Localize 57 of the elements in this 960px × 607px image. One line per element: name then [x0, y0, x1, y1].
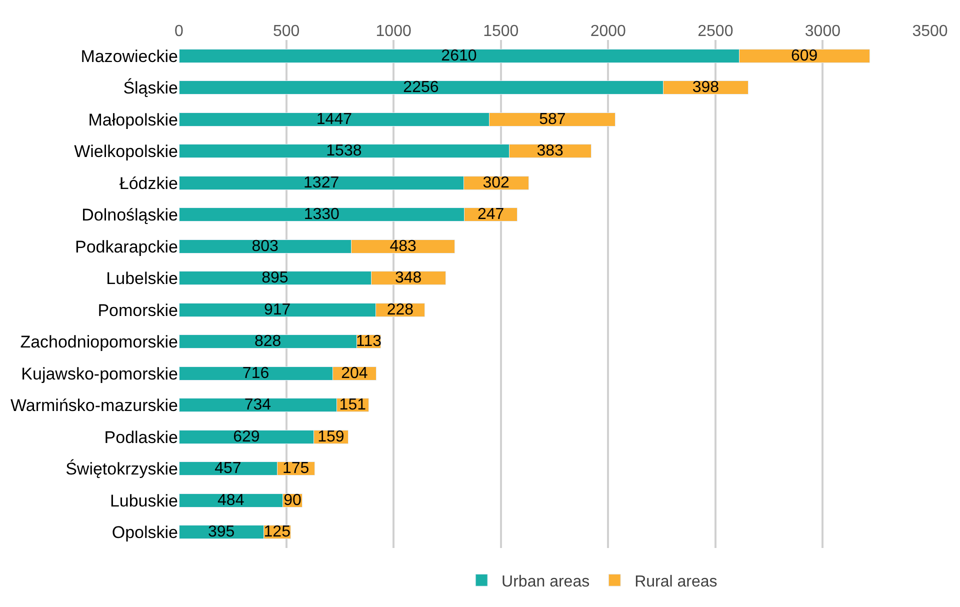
x-tick-label: 3500 — [912, 22, 948, 40]
y-tick-label: Łódzkie — [119, 174, 178, 193]
data-label: 228 — [386, 301, 414, 318]
data-label: 247 — [477, 206, 504, 224]
x-tick-label: 500 — [272, 22, 300, 40]
data-label: 484 — [218, 492, 244, 509]
x-tick-label: 0 — [174, 22, 184, 40]
y-tick-label: Zachodniopomorskie — [20, 332, 178, 352]
data-label: 383 — [536, 142, 564, 160]
y-tick-label: Świętokrzyskie — [66, 458, 178, 479]
data-label: 125 — [264, 524, 291, 541]
x-tick-label: 1500 — [483, 22, 519, 40]
data-label: 1447 — [316, 110, 352, 128]
data-label: 609 — [790, 47, 818, 64]
y-tick-label: Śląskie — [123, 78, 178, 98]
data-label: 734 — [244, 396, 272, 414]
data-label: 895 — [262, 270, 288, 287]
data-label: 1330 — [304, 206, 340, 224]
y-tick-label: Lubelskie — [106, 269, 178, 288]
y-tick-label: Podlaskie — [104, 428, 178, 447]
y-tick-label: Opolskie — [112, 523, 178, 542]
x-tick-label: 2500 — [698, 22, 734, 40]
y-tick-label: Kujawsko-pomorskie — [21, 364, 178, 384]
y-tick-label: Warmińsko-mazurskie — [10, 396, 178, 416]
data-label: 398 — [692, 79, 720, 96]
data-label: 828 — [254, 333, 282, 350]
data-label: 2256 — [403, 79, 439, 96]
data-label: 395 — [208, 524, 235, 541]
data-label: 483 — [390, 238, 417, 255]
data-label: 204 — [341, 364, 368, 382]
data-label: 1538 — [326, 142, 362, 160]
y-tick-label: Wielkopolskie — [74, 142, 178, 162]
x-tick-label: 3000 — [804, 22, 841, 40]
data-label: 90 — [284, 492, 302, 509]
y-tick-label: Lubuskie — [110, 491, 178, 510]
data-label: 629 — [233, 428, 260, 446]
data-label: 457 — [214, 460, 242, 478]
y-tick-label: Podkarapckie — [74, 237, 178, 256]
y-tick-label: Dolnośląskie — [82, 206, 178, 225]
data-label: 587 — [539, 110, 566, 128]
y-tick-label: Pomorskie — [98, 300, 178, 320]
y-tick-label: Małopolskie — [88, 110, 178, 130]
data-label: 1327 — [304, 174, 340, 192]
legend-label: Rural areas — [634, 573, 718, 590]
data-label: 175 — [282, 460, 310, 478]
data-label: 151 — [339, 396, 366, 414]
data-label: 803 — [252, 238, 279, 255]
data-label: 917 — [264, 301, 291, 318]
data-label: 348 — [394, 270, 422, 287]
data-label: 302 — [482, 174, 510, 192]
x-tick-label: 1000 — [376, 22, 412, 40]
x-tick-label: 2000 — [590, 22, 626, 40]
data-label: 159 — [318, 428, 344, 446]
data-label: 716 — [242, 364, 270, 382]
data-label: 2610 — [441, 47, 477, 64]
legend-label: Urban areas — [502, 573, 590, 590]
y-tick-label: Mazowieckie — [80, 46, 178, 66]
